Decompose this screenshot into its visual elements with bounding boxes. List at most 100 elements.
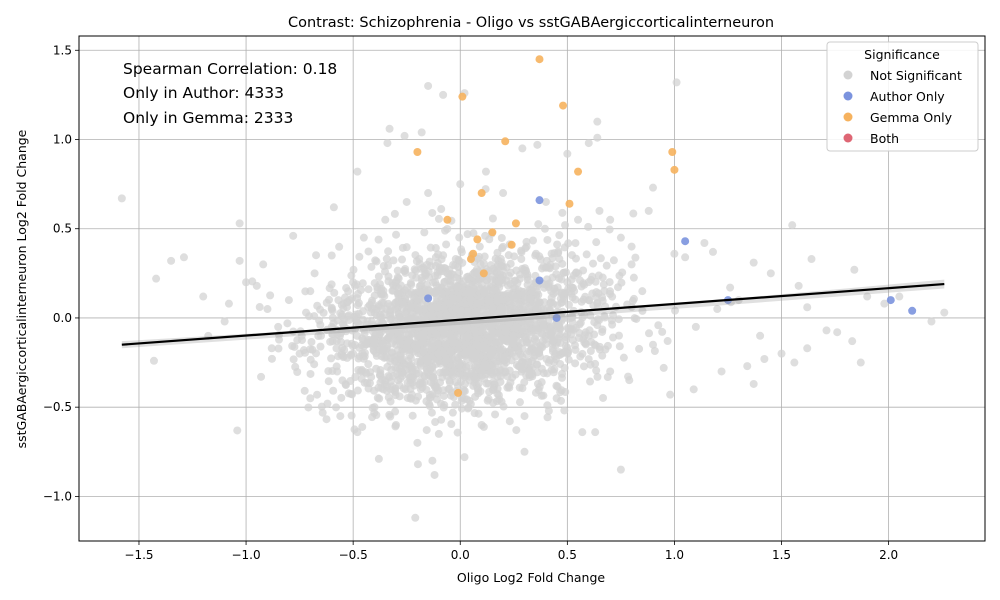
point-not-significant (592, 288, 601, 297)
point-not-significant (511, 370, 520, 379)
point-gemma-only (574, 167, 583, 176)
point-not-significant (666, 390, 675, 399)
point-not-significant (525, 339, 534, 348)
point-not-significant (586, 377, 595, 386)
point-not-significant (418, 383, 427, 392)
point-not-significant (445, 329, 454, 338)
point-not-significant (596, 254, 605, 263)
point-gemma-only (413, 147, 422, 156)
point-not-significant (505, 417, 514, 426)
point-not-significant (416, 288, 425, 297)
point-gemma-only (473, 235, 482, 244)
y-axis-ticks: −1.0 −0.5 0.0 0.5 1.0 1.5 (43, 43, 79, 503)
point-not-significant (498, 368, 507, 377)
point-not-significant (749, 258, 758, 267)
point-not-significant (580, 338, 589, 347)
point-not-significant (383, 139, 392, 148)
point-not-significant (708, 247, 717, 256)
point-not-significant (518, 384, 527, 393)
point-not-significant (481, 167, 490, 176)
point-not-significant (447, 335, 456, 344)
point-not-significant (487, 346, 496, 355)
point-not-significant (489, 385, 498, 394)
point-not-significant (323, 399, 332, 408)
point-not-significant (356, 286, 365, 295)
point-not-significant (644, 206, 653, 215)
point-not-significant (398, 243, 407, 252)
point-not-significant (628, 296, 637, 305)
annotation-spearman: Spearman Correlation: 0.18 (123, 60, 337, 78)
legend-label-both: Both (870, 131, 899, 146)
point-not-significant (466, 286, 475, 295)
point-not-significant (589, 259, 598, 268)
point-not-significant (455, 233, 464, 242)
point-not-significant (444, 269, 453, 278)
point-not-significant (458, 258, 467, 267)
point-not-significant (491, 254, 500, 263)
point-not-significant (428, 456, 437, 465)
point-not-significant (402, 342, 411, 351)
point-not-significant (689, 385, 698, 394)
point-not-significant (595, 206, 604, 215)
point-not-significant (434, 214, 443, 223)
point-not-significant (319, 308, 328, 317)
point-not-significant (437, 205, 446, 214)
point-not-significant (544, 263, 553, 272)
point-not-significant (469, 229, 478, 238)
point-not-significant (375, 394, 384, 403)
point-not-significant (381, 376, 390, 385)
point-not-significant (359, 233, 368, 242)
point-not-significant (419, 321, 428, 330)
point-not-significant (343, 297, 352, 306)
point-not-significant (318, 408, 327, 417)
point-not-significant (364, 247, 373, 256)
point-not-significant (439, 403, 448, 412)
point-not-significant (431, 418, 440, 427)
point-not-significant (491, 410, 500, 419)
point-author-only (535, 196, 544, 205)
point-not-significant (477, 371, 486, 380)
point-author-only (535, 276, 544, 285)
point-not-significant (584, 296, 593, 305)
point-not-significant (434, 250, 443, 259)
point-not-significant (302, 308, 311, 317)
point-not-significant (387, 365, 396, 374)
point-not-significant (441, 368, 450, 377)
point-not-significant (304, 403, 313, 412)
point-not-significant (561, 221, 570, 230)
point-not-significant (399, 384, 408, 393)
point-not-significant (533, 140, 542, 149)
point-not-significant (518, 344, 527, 353)
point-not-significant (509, 291, 518, 300)
point-not-significant (591, 359, 600, 368)
point-not-significant (471, 374, 480, 383)
point-not-significant (629, 273, 638, 282)
point-not-significant (564, 325, 573, 334)
point-not-significant (550, 365, 559, 374)
point-not-significant (650, 347, 659, 356)
point-not-significant (578, 428, 587, 437)
point-not-significant (432, 383, 441, 392)
point-not-significant (328, 313, 337, 322)
point-not-significant (353, 428, 362, 437)
point-not-significant (609, 256, 618, 265)
point-not-significant (501, 328, 510, 337)
point-not-significant (334, 296, 343, 305)
point-not-significant (428, 208, 437, 217)
point-not-significant (328, 367, 337, 376)
point-not-significant (447, 420, 456, 429)
point-not-significant (599, 393, 608, 402)
point-gemma-only (535, 55, 544, 64)
point-not-significant (493, 397, 502, 406)
point-not-significant (512, 426, 521, 435)
point-not-significant (457, 404, 466, 413)
point-not-significant (606, 367, 615, 376)
point-not-significant (539, 323, 548, 332)
point-not-significant (547, 298, 556, 307)
point-gemma-only (458, 92, 467, 101)
point-gemma-only (559, 101, 568, 110)
point-not-significant (658, 327, 667, 336)
point-not-significant (464, 280, 473, 289)
point-not-significant (638, 306, 647, 315)
